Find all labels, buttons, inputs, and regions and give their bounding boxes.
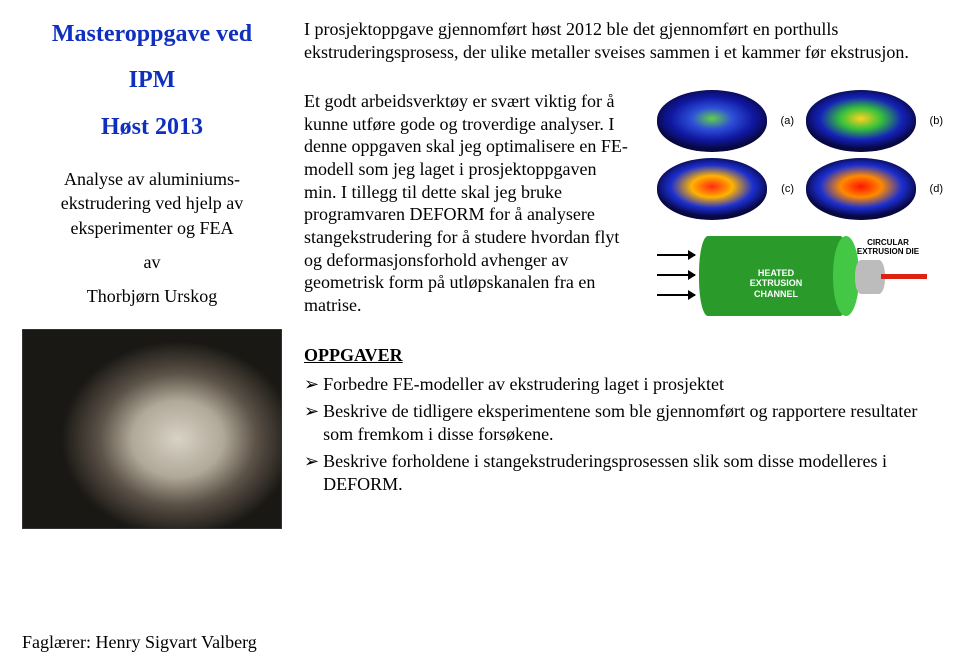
- extruder-diagram: HEATED EXTRUSION CHANNEL CIRCULAR EXTRUS…: [657, 232, 927, 322]
- task-item-1: ➢ Forbedre FE-modeller av ekstrudering l…: [304, 373, 937, 396]
- task-item-3: ➢ Beskrive forholdene i stangekstruderin…: [304, 450, 937, 496]
- flow-arrow-3: [657, 294, 695, 296]
- sim-cell-a: (a): [657, 90, 778, 152]
- mid-paragraph: Et godt arbeidsverktøy er svært viktig f…: [304, 90, 633, 322]
- author-photo: [22, 329, 282, 529]
- sim-label-d: (d): [930, 183, 943, 195]
- task-text-2: Beskrive de tidligere eksperimentene som…: [323, 400, 937, 446]
- sim-cell-c: (c): [657, 158, 778, 220]
- left-column: Masteroppgave ved IPM Høst 2013 Analyse …: [22, 18, 282, 653]
- extruded-rod: [881, 274, 927, 279]
- title-line-2: IPM: [22, 64, 282, 96]
- bullet-icon: ➢: [304, 373, 319, 396]
- heated-label: HEATED EXTRUSION CHANNEL: [741, 268, 811, 299]
- task-text-3: Beskrive forholdene i stangekstruderings…: [323, 450, 937, 496]
- sim-disc-a: [657, 90, 767, 152]
- supervisor-line: Faglærer: Henry Sigvart Valberg: [22, 632, 282, 653]
- task-item-2: ➢ Beskrive de tidligere eksperimentene s…: [304, 400, 937, 446]
- sim-label-b: (b): [930, 115, 943, 127]
- sim-disc-c: [657, 158, 767, 220]
- sim-disc-d: [806, 158, 916, 220]
- die-label: CIRCULAR EXTRUSION DIE: [843, 238, 933, 256]
- author-name: Thorbjørn Urskog: [22, 284, 282, 308]
- bullet-icon: ➢: [304, 450, 319, 496]
- flow-arrow-2: [657, 274, 695, 276]
- title-line-1: Masteroppgave ved: [22, 18, 282, 50]
- figures-column: (a) (b) (c) (d): [647, 90, 937, 322]
- sim-cell-d: (d): [806, 158, 927, 220]
- flow-arrow-1: [657, 254, 695, 256]
- title-block: Masteroppgave ved IPM Høst 2013: [22, 18, 282, 143]
- mid-row: Et godt arbeidsverktøy er svært viktig f…: [304, 90, 937, 322]
- by-label: av: [22, 250, 282, 274]
- title-line-3: Høst 2013: [22, 111, 282, 143]
- sim-label-a: (a): [781, 115, 794, 127]
- sim-disc-b: [806, 90, 916, 152]
- tasks-heading: OPPGAVER: [304, 344, 937, 367]
- thesis-topic: Analyse av aluminiums-ekstrudering ved h…: [22, 167, 282, 240]
- sim-cell-b: (b): [806, 90, 927, 152]
- sim-label-c: (c): [781, 183, 794, 195]
- tasks-block: OPPGAVER ➢ Forbedre FE-modeller av ekstr…: [304, 344, 937, 500]
- simulation-grid: (a) (b) (c) (d): [647, 90, 937, 220]
- bullet-icon: ➢: [304, 400, 319, 446]
- right-column: I prosjektoppgave gjennomført høst 2012 …: [304, 18, 937, 653]
- subtitle-block: Analyse av aluminiums-ekstrudering ved h…: [22, 167, 282, 308]
- intro-paragraph: I prosjektoppgave gjennomført høst 2012 …: [304, 18, 937, 64]
- task-text-1: Forbedre FE-modeller av ekstrudering lag…: [323, 373, 724, 396]
